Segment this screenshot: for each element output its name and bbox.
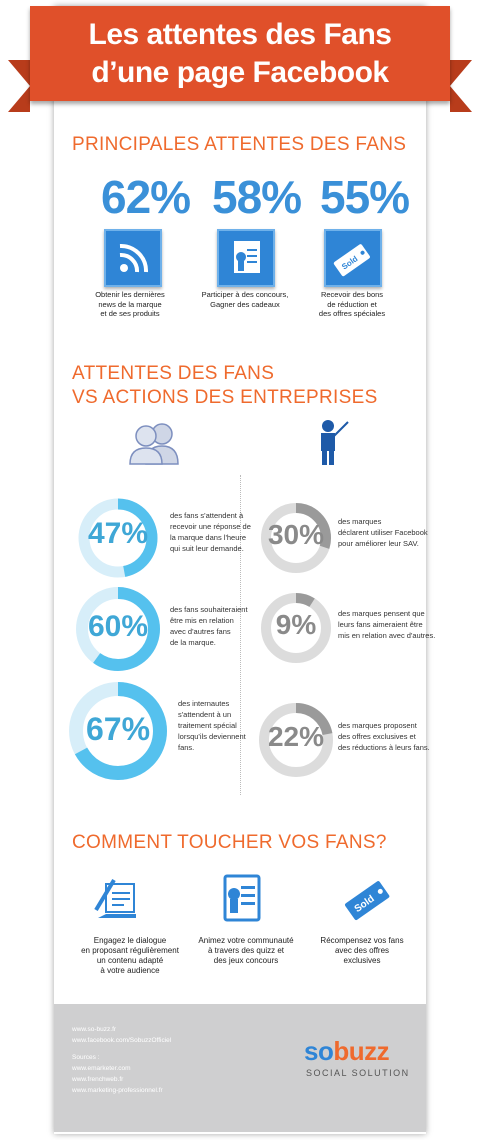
ring-30	[261, 503, 331, 573]
section-title-attentes-vs-actions: ATTENTES DES FANS VS ACTIONS DES ENTREPR…	[72, 363, 378, 408]
footer-link-facebook[interactable]: www.facebook.com/SobuzzOfficiel	[72, 1037, 172, 1044]
ring-60-label: 60%	[87, 610, 149, 643]
stat-62: 62%	[101, 171, 191, 223]
sobuzz-logo: sobuzz	[304, 1036, 390, 1066]
sources-label: Sources :	[72, 1054, 100, 1061]
caption-recompensez: Récompensez vos fans avec des offres exclu…	[320, 936, 404, 965]
ring-9	[261, 593, 331, 663]
sold-tag-icon: Sold	[340, 872, 396, 929]
section-title-comment-toucher: COMMENT TOUCHER VOS FANS?	[72, 832, 387, 853]
ring-22	[259, 703, 333, 777]
footer-sources: Sources : www.emarketer.com www.frenchwe…	[72, 1052, 163, 1096]
ring-9-label: 9%	[275, 609, 317, 640]
sobuzz-tagline: SOCIAL SOLUTION	[306, 1068, 410, 1078]
column-divider	[240, 475, 241, 795]
source-link-frenchweb[interactable]: www.frenchweb.fr	[72, 1076, 124, 1083]
stat-58: 58%	[212, 171, 302, 223]
sold-tag-icon: Sold	[324, 229, 382, 287]
writing-icon	[92, 874, 142, 929]
section-title-principales: PRINCIPALES ATTENTES DES FANS	[72, 134, 407, 155]
caption-offres: Recevoir des bons de réduction et des offr…	[318, 290, 386, 318]
ring-22-label: 22%	[267, 721, 325, 752]
fans-group-icon	[126, 422, 184, 471]
footer-links: www.so-buzz.fr www.facebook.com/SobuzzOf…	[72, 1024, 171, 1046]
ribbon-tail-right	[450, 60, 472, 112]
stat-55: 55%	[320, 171, 410, 223]
caption-concours: Participer à des concours, Gagner des cad…	[201, 290, 289, 309]
brands-text-9: des marques pensent que leurs fans aimera…	[338, 609, 436, 640]
brands-text-30: des marques déclarent utiliser Facebook po…	[338, 517, 428, 548]
fans-text-47: des fans s'attendent à recevoir une répon…	[170, 511, 251, 553]
ring-47	[78, 498, 158, 578]
caption-animez: Animez votre communauté à travers des qui…	[198, 936, 294, 965]
source-link-emarketer[interactable]: www.emarketer.com	[72, 1065, 131, 1072]
certificate-icon	[217, 872, 267, 929]
presenter-icon	[316, 418, 350, 471]
caption-news: Obtenir les dernières news de la marque et…	[95, 290, 165, 318]
certificate-icon	[217, 229, 275, 287]
brands-text-22: des marques proposent des offres exclusiv…	[338, 721, 430, 752]
caption-engagez: Engagez le dialogue en proposant régulièr…	[81, 936, 179, 975]
fans-text-67: des internautes s'attendent à un traitemen…	[178, 699, 246, 752]
footer-link-site[interactable]: www.so-buzz.fr	[72, 1026, 117, 1033]
footer: www.so-buzz.fr www.facebook.com/SobuzzOf…	[54, 1004, 426, 1132]
ribbon-tail-left	[8, 60, 30, 112]
title-line-1: Les attentes des Fans	[88, 18, 392, 51]
rss-icon	[104, 229, 162, 287]
ring-67-label: 67%	[85, 711, 151, 747]
source-link-marketing[interactable]: www.marketing-professionnel.fr	[72, 1087, 163, 1094]
ring-67	[69, 682, 167, 780]
header-ribbon: Les attentes des Fans d’une page Faceboo…	[30, 6, 450, 101]
page-title: Les attentes des Fans d’une page Faceboo…	[30, 6, 450, 92]
title-line-2: d’une page Facebook	[91, 56, 389, 89]
ring-60	[76, 587, 160, 671]
fans-text-60: des fans souhaiteraient être mis en relat…	[170, 605, 248, 647]
ring-47-label: 47%	[87, 517, 149, 550]
ring-30-label: 30%	[267, 519, 325, 550]
